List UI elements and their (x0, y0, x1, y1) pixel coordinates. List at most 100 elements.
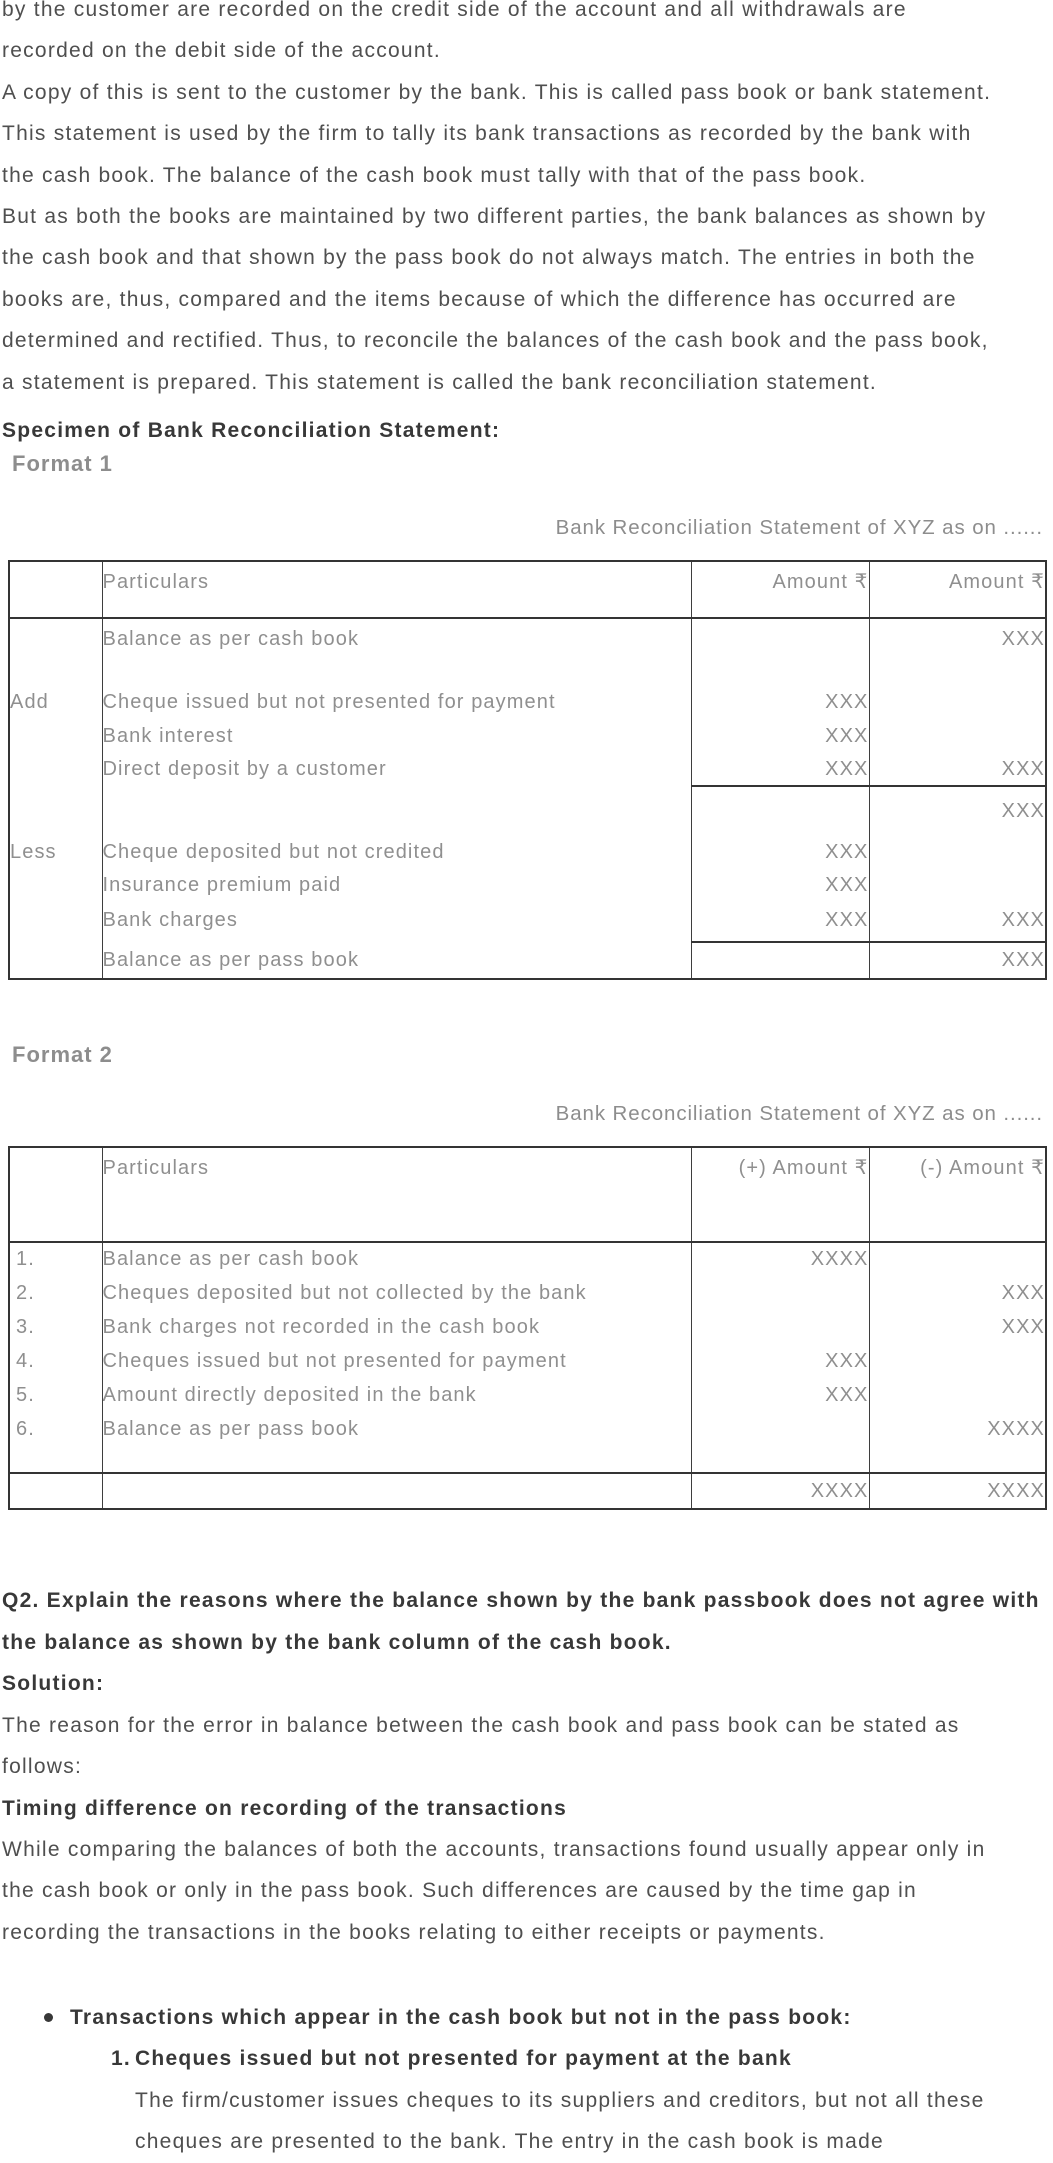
cell-label (9, 618, 102, 686)
table-row: Insurance premium paid XXX (9, 869, 1046, 903)
text-line: the cash book and that shown by the pass… (2, 246, 976, 270)
col-header-amount-1: Amount ₹ (690, 561, 869, 620)
cell-minus-total: XXXX (868, 1473, 1046, 1510)
cell-serial: 5. (16, 1383, 35, 1406)
table-row: 4. Cheques issued but not presented for … (9, 1344, 1046, 1379)
table-header-row: Particulars (+) Amount ₹ (-) Amount ₹ (9, 1147, 1046, 1244)
format2-table: Particulars (+) Amount ₹ (-) Amount ₹ 1.… (8, 1146, 1047, 1511)
table-row: 6. Balance as per pass book XXXX (9, 1412, 1046, 1447)
cell-serial: 1. (16, 1248, 35, 1271)
format2-label: Format 2 (12, 1042, 113, 1068)
format1-label: Format 1 (12, 451, 113, 477)
cell-label (9, 942, 102, 979)
text-line: While comparing the balances of both the… (2, 1837, 986, 1861)
cell-label: Less (10, 841, 57, 864)
bullet-heading: Transactions which appear in the cash bo… (70, 2005, 852, 2029)
cell-amount-2: XXX (868, 902, 1046, 944)
text-line: determined and rectified. Thus, to recon… (2, 329, 989, 353)
cell-plus-amount (690, 1310, 869, 1345)
cell-label: Add (10, 691, 49, 714)
cell-amount-1 (690, 942, 869, 980)
cell-particulars: Balance as per cash book (101, 618, 691, 687)
col-header-amount-2: Amount ₹ (868, 561, 1046, 620)
col-header-minus-amount: (-) Amount ₹ (868, 1147, 1046, 1244)
text-line: cheques are presented to the bank. The e… (135, 2130, 884, 2154)
col-header-blank (9, 1147, 102, 1244)
cell-minus-amount (868, 1242, 1046, 1277)
cell-serial: 4. (16, 1349, 35, 1372)
table-row: Balance as per pass book XXX (9, 942, 1046, 980)
table-row: 2. Cheques deposited but not collected b… (9, 1276, 1046, 1311)
cell-amount-1: XXX (690, 836, 869, 870)
text-line: the cash book or only in the pass book. … (2, 1879, 917, 1903)
cell-minus-amount: XXX (868, 1276, 1046, 1311)
cell-serial (9, 1473, 102, 1509)
format2-table-title: Bank Reconciliation Statement of XYZ as … (555, 1102, 1043, 1126)
table-row: Direct deposit by a customer XXX XXX (9, 753, 1046, 788)
cell-label (9, 719, 102, 753)
list-number: 1. (111, 2047, 132, 2071)
cell-amount-2: XXX (868, 786, 1046, 837)
cell-particulars (101, 1473, 691, 1510)
cell-serial: 3. (16, 1315, 35, 1338)
cell-amount-1 (690, 618, 869, 687)
cell-minus-amount (868, 1344, 1046, 1379)
cell-particulars: Bank charges (101, 902, 691, 943)
cell-amount-1 (690, 786, 869, 837)
cell-particulars: Balance as per cash book (101, 1242, 691, 1277)
cell-amount-2 (868, 836, 1046, 870)
cell-serial: 2. (16, 1281, 35, 1304)
cell-particulars: Balance as per pass book (101, 1412, 691, 1447)
spacer-row (9, 1446, 1046, 1475)
table-row: 1. Balance as per cash book XXXX (9, 1242, 1046, 1277)
intro-paragraph: A copy of this is sent to the customer b… (2, 72, 1053, 196)
cell-particulars: Cheques issued but not presented for pay… (101, 1344, 691, 1379)
cell-plus-amount: XXXX (690, 1242, 869, 1277)
cell-plus-amount: XXX (690, 1344, 869, 1379)
cell-plus-amount (690, 1412, 869, 1447)
cell-label (9, 786, 102, 836)
subtotal-row: XXX (9, 786, 1046, 837)
cell-plus-amount: XXX (690, 1378, 869, 1413)
col-header-blank (9, 561, 102, 620)
question-line: Q2. Explain the reasons where the balanc… (2, 1589, 1040, 1613)
table-row: Add Cheque issued but not presented for … (9, 686, 1046, 720)
bullet-list-item: Transactions which appear in the cash bo… (44, 1997, 1053, 2038)
text-line: The firm/customer issues cheques to its … (135, 2088, 985, 2112)
numbered-list-item: 1. Cheques issued but not presented for … (111, 2039, 1053, 2080)
text-line: the cash book. The balance of the cash b… (2, 163, 867, 187)
table-row: Less Cheque deposited but not credited X… (9, 836, 1046, 870)
cell-minus-amount: XXX (868, 1310, 1046, 1345)
cell-amount-1: XXX (690, 753, 869, 788)
table-row: Balance as per cash book XXX (9, 618, 1046, 687)
intro-paragraph: But as both the books are maintained by … (2, 196, 1053, 403)
col-header-particulars: Particulars (101, 561, 691, 620)
text-line: books are, thus, compared and the items … (2, 287, 957, 311)
text-line: recording the transactions in the books … (2, 1920, 826, 1944)
col-header-particulars: Particulars (101, 1147, 691, 1244)
cell-particulars: Direct deposit by a customer (101, 753, 691, 787)
text-line: by the customer are recorded on the cred… (2, 0, 907, 21)
cell-particulars (101, 786, 691, 837)
table-row: Bank charges XXX XXX (9, 902, 1046, 944)
table-row: 3. Bank charges not recorded in the cash… (9, 1310, 1046, 1345)
table-header-row: Particulars Amount ₹ Amount ₹ (9, 561, 1046, 620)
cell-amount-1: XXX (690, 902, 869, 944)
cell-particulars: Cheque issued but not presented for paym… (101, 686, 691, 720)
cell-particulars: Cheques deposited but not collected by t… (101, 1276, 691, 1311)
text-line: This statement is used by the firm to ta… (2, 122, 972, 146)
q2-section: Q2. Explain the reasons where the balanc… (2, 1580, 1053, 1953)
cell-particulars: Cheque deposited but not credited (101, 836, 691, 870)
cell-label (9, 902, 102, 942)
intro-paragraph: by the customer are recorded on the cred… (2, 0, 1053, 72)
cell-label (9, 869, 102, 902)
text-line: follows: (2, 1755, 83, 1779)
timing-heading: Timing difference on recording of the tr… (2, 1796, 568, 1820)
cell-minus-amount (868, 1378, 1046, 1413)
text-line: The reason for the error in balance betw… (2, 1713, 960, 1737)
cell-amount-2 (868, 719, 1046, 754)
text-line: But as both the books are maintained by … (2, 205, 987, 229)
cell-amount-2: XXX (868, 753, 1046, 788)
cell-amount-2: XXX (868, 618, 1046, 687)
